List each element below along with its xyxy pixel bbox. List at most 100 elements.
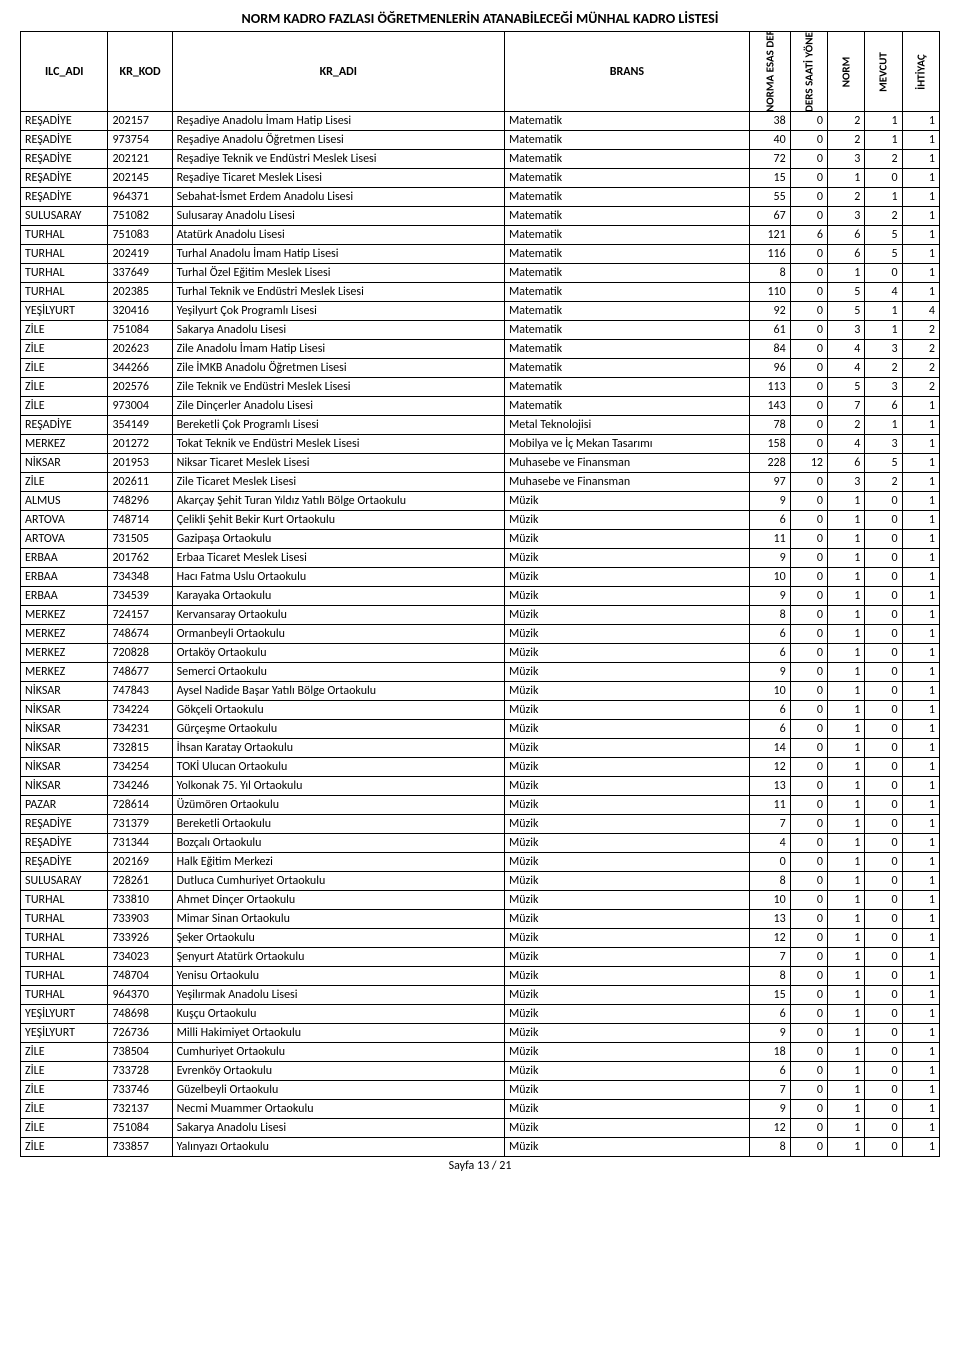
table-cell: 13 <box>749 777 790 796</box>
table-cell: 1 <box>902 1024 939 1043</box>
page-title: NORM KADRO FAZLASI ÖĞRETMENLERİN ATANABİ… <box>20 10 940 27</box>
table-cell: 1 <box>902 454 939 473</box>
table-row: ZİLE973004Zile Dinçerler Anadolu LisesiM… <box>21 397 940 416</box>
table-cell: 720828 <box>108 644 172 663</box>
table-cell: ZİLE <box>21 1100 108 1119</box>
table-cell: 732815 <box>108 739 172 758</box>
table-cell: Bereketli Çok Programlı Lisesi <box>172 416 504 435</box>
table-cell: Yeşilyurt Çok Programlı Lisesi <box>172 302 504 321</box>
table-cell: REŞADİYE <box>21 834 108 853</box>
table-cell: Gürçeşme Ortaokulu <box>172 720 504 739</box>
table-cell: 0 <box>790 872 827 891</box>
table-cell: 0 <box>790 1043 827 1062</box>
table-cell: Yolkonak 75. Yıl Ortaokulu <box>172 777 504 796</box>
table-cell: 12 <box>749 1119 790 1138</box>
table-cell: 0 <box>865 834 902 853</box>
table-cell: ERBAA <box>21 549 108 568</box>
table-cell: 1 <box>828 967 865 986</box>
table-cell: Cumhuriyet Ortaokulu <box>172 1043 504 1062</box>
table-cell: 748704 <box>108 967 172 986</box>
table-cell: 1 <box>828 549 865 568</box>
table-row: TURHAL751083Atatürk Anadolu LisesiMatema… <box>21 226 940 245</box>
table-cell: Reşadiye Anadolu İmam Hatip Lisesi <box>172 112 504 131</box>
table-cell: Milli Hakimiyet Ortaokulu <box>172 1024 504 1043</box>
table-cell: 0 <box>865 1005 902 1024</box>
table-cell: Müzik <box>504 568 749 587</box>
table-cell: 734224 <box>108 701 172 720</box>
table-cell: 724157 <box>108 606 172 625</box>
table-cell: 201762 <box>108 549 172 568</box>
table-cell: 3 <box>828 321 865 340</box>
table-cell: 202169 <box>108 853 172 872</box>
table-cell: 1 <box>902 473 939 492</box>
table-cell: YEŞİLYURT <box>21 1005 108 1024</box>
table-cell: 1 <box>865 416 902 435</box>
table-cell: 8 <box>749 606 790 625</box>
table-cell: 0 <box>790 112 827 131</box>
table-cell: 96 <box>749 359 790 378</box>
table-cell: 0 <box>790 1062 827 1081</box>
table-cell: 5 <box>828 283 865 302</box>
table-cell: 0 <box>865 1062 902 1081</box>
table-cell: 1 <box>902 777 939 796</box>
table-cell: 1 <box>828 1100 865 1119</box>
table-cell: 0 <box>865 853 902 872</box>
table-cell: 0 <box>790 967 827 986</box>
table-cell: 1 <box>902 872 939 891</box>
table-cell: Matematik <box>504 378 749 397</box>
table-cell: 1 <box>902 264 939 283</box>
col-norma-esas: NORMA ESAS DERS SAATİ <box>749 32 790 112</box>
table-header-row: ILC_ADI KR_KOD KR_ADI BRANS NORMA ESAS D… <box>21 32 940 112</box>
table-cell: 1 <box>828 948 865 967</box>
table-row: YEŞİLYURT748698Kuşçu OrtaokuluMüzik60101 <box>21 1005 940 1024</box>
table-cell: Müzik <box>504 777 749 796</box>
table-cell: 728261 <box>108 872 172 891</box>
table-cell: 0 <box>865 910 902 929</box>
table-row: TURHAL733903Mimar Sinan OrtaokuluMüzik13… <box>21 910 940 929</box>
table-cell: 1 <box>902 492 939 511</box>
table-cell: ZİLE <box>21 397 108 416</box>
table-cell: 2 <box>828 112 865 131</box>
table-cell: 733903 <box>108 910 172 929</box>
table-cell: 1 <box>828 625 865 644</box>
table-row: REŞADİYE964371Sebahat-İsmet Erdem Anadol… <box>21 188 940 207</box>
table-cell: Reşadiye Anadolu Öğretmen Lisesi <box>172 131 504 150</box>
table-cell: Matematik <box>504 264 749 283</box>
table-cell: Müzik <box>504 929 749 948</box>
table-row: NİKSAR747843Aysel Nadide Başar Yatılı Bö… <box>21 682 940 701</box>
table-cell: 964371 <box>108 188 172 207</box>
table-cell: 2 <box>902 359 939 378</box>
table-cell: 1 <box>828 777 865 796</box>
table-cell: Müzik <box>504 1024 749 1043</box>
table-cell: 202145 <box>108 169 172 188</box>
table-cell: 6 <box>828 226 865 245</box>
table-cell: 84 <box>749 340 790 359</box>
table-cell: ZİLE <box>21 1138 108 1157</box>
table-cell: 1 <box>828 530 865 549</box>
table-row: ERBAA734348Hacı Fatma Uslu OrtaokuluMüzi… <box>21 568 940 587</box>
table-cell: 6 <box>749 1005 790 1024</box>
table-cell: ALMUS <box>21 492 108 511</box>
table-cell: 0 <box>865 492 902 511</box>
table-row: MERKEZ720828Ortaköy OrtaokuluMüzik60101 <box>21 644 940 663</box>
table-cell: 734231 <box>108 720 172 739</box>
table-cell: 1 <box>902 112 939 131</box>
table-cell: 6 <box>749 701 790 720</box>
table-cell: 1 <box>902 568 939 587</box>
table-cell: Müzik <box>504 834 749 853</box>
table-row: MERKEZ201272Tokat Teknik ve Endüstri Mes… <box>21 435 940 454</box>
table-cell: 7 <box>749 1081 790 1100</box>
table-row: TURHAL337649Turhal Özel Eğitim Meslek Li… <box>21 264 940 283</box>
table-cell: 0 <box>790 1005 827 1024</box>
table-cell: 2 <box>865 473 902 492</box>
table-cell: 12 <box>790 454 827 473</box>
table-cell: 201272 <box>108 435 172 454</box>
table-cell: NİKSAR <box>21 777 108 796</box>
table-cell: ARTOVA <box>21 511 108 530</box>
table-cell: 0 <box>865 720 902 739</box>
table-cell: 3 <box>865 340 902 359</box>
table-cell: 0 <box>865 815 902 834</box>
table-cell: 97 <box>749 473 790 492</box>
table-cell: Tokat Teknik ve Endüstri Meslek Lisesi <box>172 435 504 454</box>
col-ilc-adi: ILC_ADI <box>21 32 108 112</box>
